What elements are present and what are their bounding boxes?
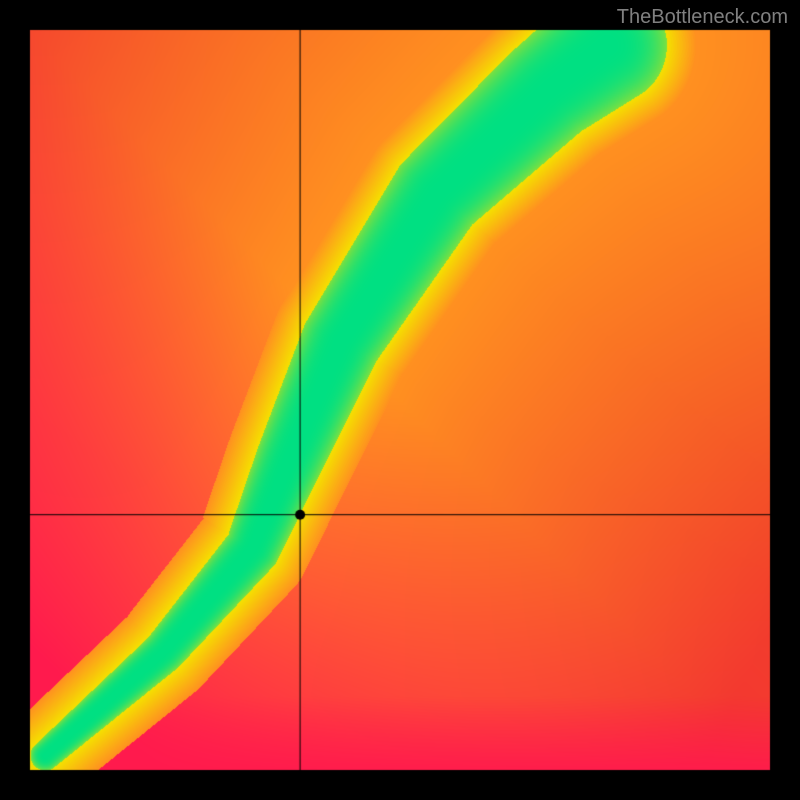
heatmap-canvas	[0, 0, 800, 800]
chart-container: TheBottleneck.com	[0, 0, 800, 800]
watermark-text: TheBottleneck.com	[617, 6, 788, 29]
